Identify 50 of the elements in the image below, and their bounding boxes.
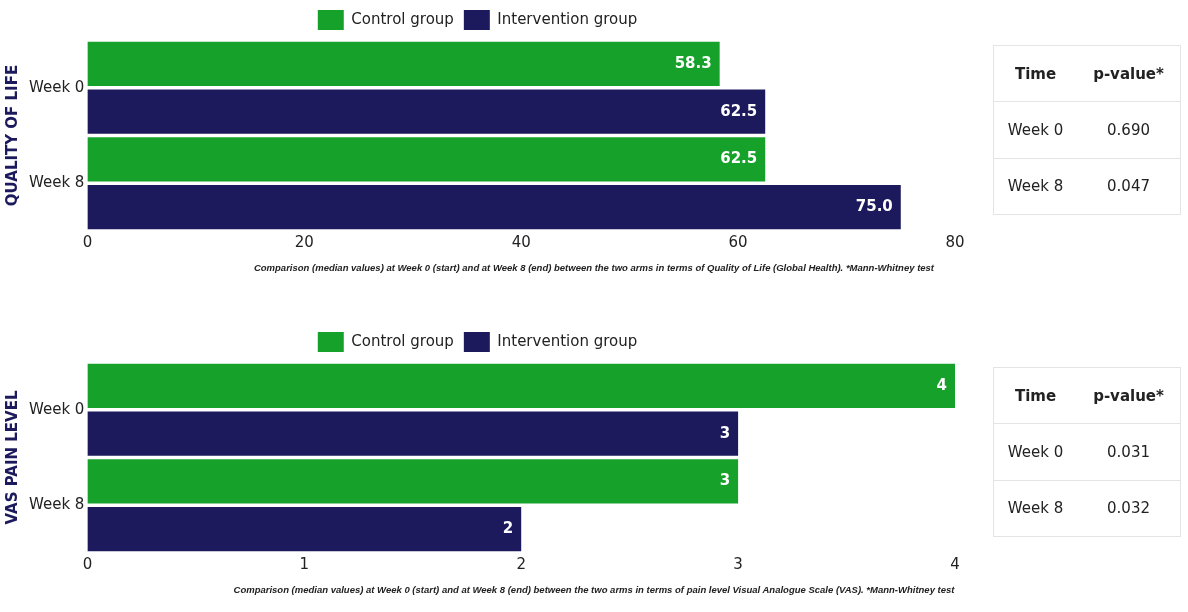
- data-label: 2: [502, 519, 514, 538]
- y-tick-label: Week 0: [28, 399, 85, 418]
- x-tick-label: 0: [82, 232, 93, 251]
- text: Week 0: [993, 423, 1078, 481]
- text: Comparison (median values) at Week 0 (start) and at Week 8 (end) between the two arms in terms of Quality of Life (Global Health). *Mann-Whitney test: [252, 262, 936, 273]
- bar: [87, 506, 522, 552]
- data-label: 3: [719, 471, 731, 490]
- text: Week 0: [993, 101, 1078, 159]
- x-tick-label: 3: [733, 554, 743, 573]
- bar: [87, 363, 955, 409]
- text: p-value*: [1077, 367, 1181, 424]
- data-label: 4: [936, 375, 947, 394]
- text: 0.032: [1106, 498, 1151, 520]
- y-tick-label: Week 8: [28, 495, 85, 514]
- legend-label: Control group: [351, 331, 454, 350]
- bar: [87, 137, 766, 182]
- text: 0.690: [1077, 101, 1181, 159]
- y-axis-title: VAS PAIN LEVEL: [2, 390, 21, 525]
- legend-label: Intervention group: [497, 331, 638, 350]
- bar: [87, 411, 739, 456]
- data-label: 62.5: [720, 101, 758, 120]
- x-tick-label: 1: [299, 554, 310, 573]
- data-label: 3: [719, 423, 731, 442]
- bar: [87, 184, 901, 230]
- x-tick-label: 80: [945, 232, 965, 251]
- bar: [87, 41, 720, 87]
- x-tick-label: 2: [516, 554, 526, 573]
- text: Time: [993, 367, 1078, 424]
- x-tick-label: 0: [82, 554, 93, 573]
- y-axis-title: QUALITY OF LIFE: [2, 64, 21, 207]
- text: Week 8: [1006, 498, 1065, 520]
- y-tick-label: Week 0: [28, 77, 85, 96]
- text: 0.047: [1106, 176, 1151, 198]
- text: Week 8: [1006, 176, 1065, 198]
- x-tick-label: 20: [294, 232, 314, 251]
- y-tick-label: Week 8: [28, 173, 85, 192]
- x-tick-label: 40: [511, 232, 531, 251]
- text: p-value*: [1077, 45, 1181, 102]
- text: Time: [993, 45, 1078, 102]
- data-label: 62.5: [720, 149, 758, 168]
- bar: [87, 459, 739, 504]
- x-tick-label: 4: [950, 554, 960, 573]
- bar: [87, 89, 766, 134]
- data-label: 58.3: [674, 53, 712, 72]
- x-tick-label: 60: [728, 232, 748, 251]
- legend-label: Intervention group: [497, 9, 638, 28]
- text: 0.031: [1077, 423, 1181, 481]
- text: Comparison (median values) at Week 0 (start) and at Week 8 (end) between the two arms in terms of pain level Visual Analogue Scale (VAS). *Mann-Whitney test: [232, 584, 956, 595]
- legend-label: Control group: [351, 9, 454, 28]
- data-label: 75.0: [855, 197, 893, 216]
